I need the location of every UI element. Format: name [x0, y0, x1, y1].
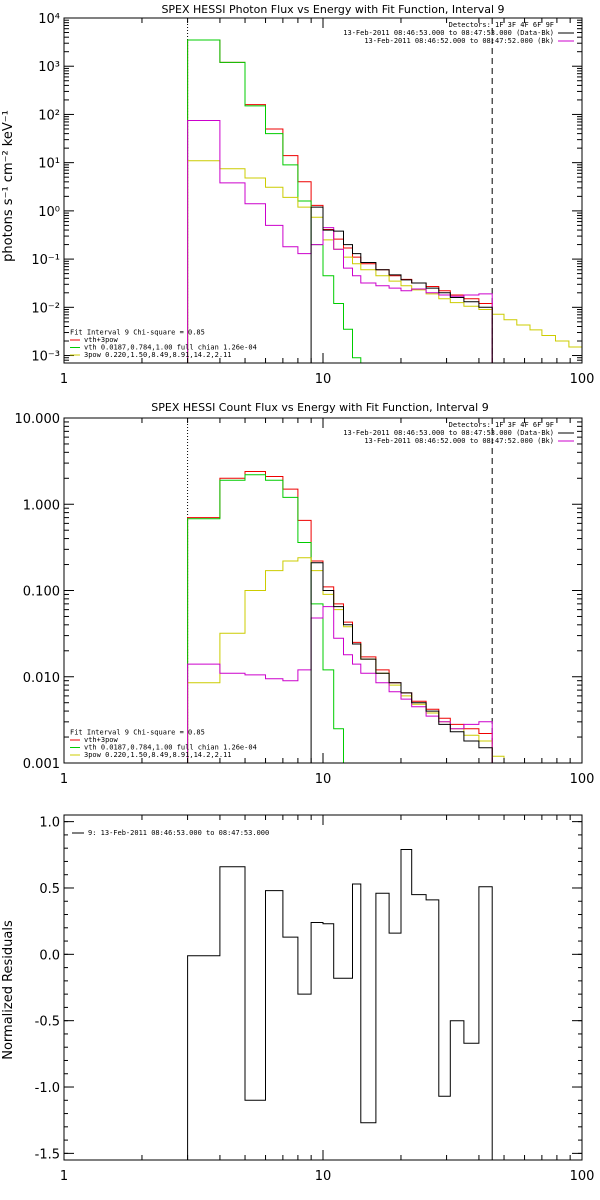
y-tick-label: 1.000 — [23, 498, 60, 513]
count-flux-plot — [187, 418, 505, 763]
legend-entry: Detectors: 1F 3F 4F 6F 9F — [449, 21, 554, 29]
y-tick-label: 10⁴ — [38, 12, 60, 27]
residuals-ylabel: Normalized Residuals — [1, 920, 16, 1060]
y-tick-label: -1.0 — [35, 1081, 60, 1096]
legend-entry: Fit Interval 9 Chi-square = 0.85 — [70, 329, 205, 337]
legend-entry: 13-Feb-2011 08:46:53.000 to 08:47:53.000… — [343, 429, 554, 437]
y-tick-label: 1.0 — [39, 816, 60, 831]
residuals-panel: Normalized Residuals 1 10 100 -1.5 -1.0 -0.5 0… — [1, 814, 595, 1184]
y-tick-label: 10⁻³ — [31, 350, 60, 365]
x-tick-label: 10 — [315, 372, 332, 387]
photon-flux-legend-bottom-left: Fit Interval 9 Chi-square = 0.85vth+3pow… — [70, 329, 257, 359]
count-flux-title: SPEX HESSI Count Flux vs Energy with Fit… — [151, 401, 488, 414]
legend-entry: Detectors: 1F 3F 4F 6F 9F — [449, 421, 554, 429]
residuals-axes: 1 10 100 -1.5 -1.0 -0.5 0.0 0.5 1.0 — [35, 815, 595, 1184]
series-line-3 — [187, 606, 493, 763]
residuals-legend-top-left: 9: 13-Feb-2011 08:46:53.000 to 08:47:53.… — [72, 829, 269, 837]
legend-entry: 9: 13-Feb-2011 08:46:53.000 to 08:47:53.… — [88, 829, 269, 837]
series-line-4 — [310, 206, 493, 363]
series-line-2 — [187, 160, 582, 363]
photon-flux-ylabel: photons s⁻¹ cm⁻² keV⁻¹ — [1, 110, 16, 262]
series-line-0 — [187, 39, 493, 363]
y-tick-label: 0.001 — [23, 757, 60, 772]
series-line-0 — [187, 471, 493, 763]
x-tick-label: 10 — [315, 772, 332, 787]
count-flux-panel: SPEX HESSI Count Flux vs Energy with Fit… — [15, 401, 595, 787]
y-tick-label: 10.000 — [15, 412, 61, 427]
legend-entry: vth+3pow — [84, 736, 119, 744]
y-tick-label: 10⁻¹ — [31, 253, 60, 268]
x-tick-label: 10 — [315, 1169, 332, 1184]
legend-entry: Fit Interval 9 Chi-square = 0.85 — [70, 729, 205, 737]
series-line-1 — [187, 474, 344, 763]
legend-entry: 3pow 0.220,1.50,8.49,8.91,14.2,2.11 — [84, 751, 232, 759]
legend-entry: vth 0.0187,0.784,1.00 full chian 1.26e-0… — [84, 344, 257, 352]
y-tick-label: -0.5 — [35, 1015, 60, 1030]
photon-flux-panel: SPEX HESSI Photon Flux vs Energy with Fi… — [1, 3, 594, 387]
photon-flux-axes: 1 10 100 10⁻³ 10⁻² 10⁻¹ 10⁰ 10¹ 10² 10³ 10⁴ — [31, 12, 594, 387]
legend-entry: 13-Feb-2011 08:46:52.000 to 08:47:52.000… — [364, 437, 554, 445]
legend-entry: 3pow 0.220,1.50,8.49,8.91,14.2,2.11 — [84, 351, 232, 359]
y-tick-label: 10⁰ — [38, 205, 60, 220]
y-tick-label: 10⁻² — [31, 301, 60, 316]
series-line-4 — [310, 562, 493, 763]
legend-entry: vth+3pow — [84, 336, 119, 344]
x-tick-label: 1 — [60, 772, 68, 787]
count-flux-axes: 1 10 100 0.001 0.010 0.100 1.000 10.000 — [15, 412, 595, 787]
y-tick-label: -1.5 — [35, 1147, 60, 1162]
photon-flux-title: SPEX HESSI Photon Flux vs Energy with Fi… — [161, 3, 504, 16]
y-tick-label: 0.5 — [39, 882, 60, 897]
y-tick-label: 0.0 — [39, 948, 60, 963]
x-tick-label: 1 — [60, 372, 68, 387]
series-line-0 — [187, 849, 493, 1160]
x-tick-label: 100 — [570, 772, 595, 787]
y-tick-label: 0.100 — [23, 585, 60, 600]
count-flux-legend-bottom-left: Fit Interval 9 Chi-square = 0.85vth+3pow… — [70, 729, 257, 759]
legend-entry: 13-Feb-2011 08:46:52.000 to 08:47:52.000… — [364, 37, 554, 45]
residuals-plot — [187, 849, 493, 1160]
y-tick-label: 10² — [38, 108, 60, 123]
legend-entry: vth 0.0187,0.784,1.00 full chian 1.26e-0… — [84, 744, 257, 752]
photon-flux-plot — [187, 18, 582, 363]
legend-entry: 13-Feb-2011 08:46:53.000 to 08:47:53.000… — [343, 29, 554, 37]
x-tick-label: 1 — [60, 1169, 68, 1184]
x-tick-label: 100 — [570, 372, 595, 387]
series-line-1 — [187, 39, 362, 363]
y-tick-label: 10¹ — [38, 157, 60, 172]
series-line-3 — [187, 120, 493, 363]
x-tick-label: 100 — [570, 1169, 595, 1184]
y-tick-label: 0.010 — [23, 671, 60, 686]
y-tick-label: 10³ — [38, 60, 60, 75]
